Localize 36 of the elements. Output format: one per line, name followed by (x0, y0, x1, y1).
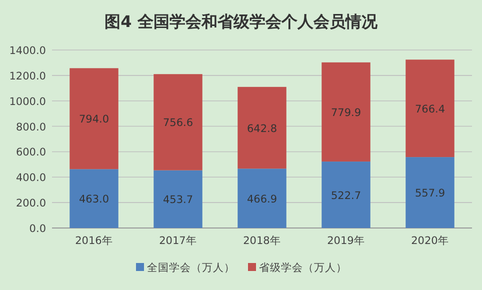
legend-label: 省级学会（万人） (259, 261, 347, 274)
bar (238, 168, 286, 228)
legend-label: 全国学会（万人） (147, 262, 235, 274)
x-tick-label: 2019年 (327, 235, 365, 247)
bar (406, 157, 454, 228)
data-label: 756.6 (162, 117, 194, 130)
x-tick-label: 2020年 (411, 235, 449, 247)
x-tick-label: 2016年 (75, 235, 113, 247)
bar (322, 62, 370, 162)
y-tick-label: 1200.0 (9, 70, 46, 82)
y-tick-label: 400.0 (16, 172, 46, 184)
data-label: 453.7 (162, 194, 194, 206)
data-label: 766.4 (414, 103, 446, 116)
bar (70, 68, 118, 170)
chart-title: 图4 全国学会和省级学会个人会员情况 (104, 12, 378, 31)
data-label: 794.0 (78, 114, 110, 126)
bar (70, 169, 118, 228)
bar (154, 74, 202, 170)
y-tick-label: 0.0 (29, 223, 46, 235)
y-tick-label: 200.0 (16, 198, 46, 210)
bar (238, 86, 286, 169)
data-label: 642.8 (246, 122, 278, 135)
data-label: 466.9 (246, 193, 278, 206)
y-tick-label: 1000.0 (9, 96, 46, 108)
data-label: 779.9 (330, 106, 362, 119)
y-tick-label: 600.0 (16, 146, 46, 159)
y-tick-label: 1400.0 (9, 45, 46, 57)
data-label: 463.0 (78, 194, 110, 206)
x-tick-label: 2017年 (159, 235, 197, 247)
data-label: 557.9 (414, 188, 446, 200)
bar (406, 60, 454, 158)
bar (154, 170, 202, 228)
data-label: 522.7 (330, 190, 362, 202)
y-tick-label: 800.0 (16, 121, 46, 134)
bar (322, 162, 370, 228)
x-tick-label: 2018年 (243, 235, 281, 247)
